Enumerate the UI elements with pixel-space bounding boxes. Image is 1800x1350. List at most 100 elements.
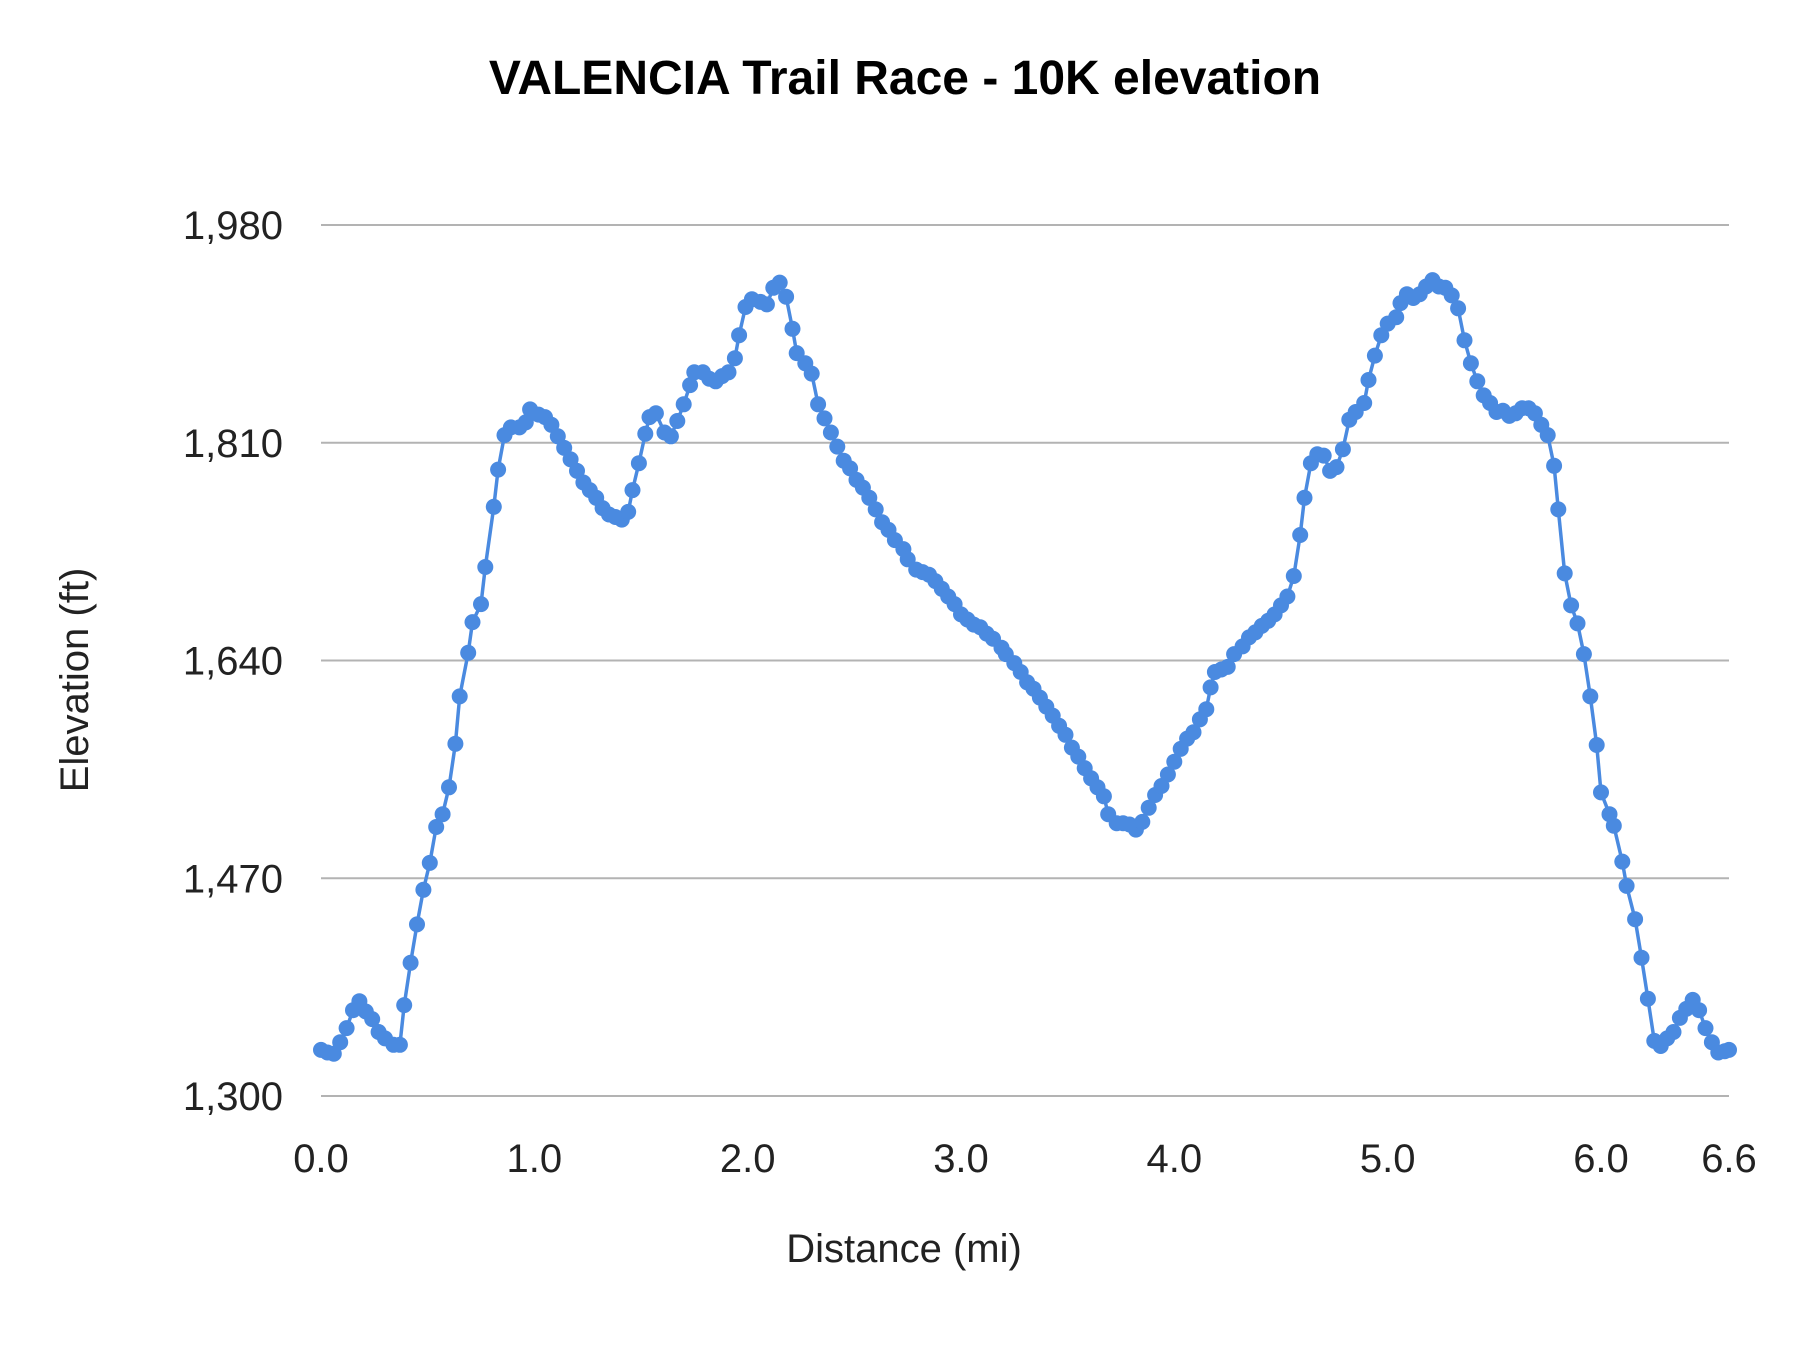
data-point bbox=[338, 1020, 355, 1037]
data-point bbox=[731, 327, 748, 344]
data-point bbox=[1563, 597, 1580, 614]
data-point bbox=[451, 688, 468, 705]
data-point bbox=[364, 1011, 381, 1028]
data-point bbox=[675, 396, 692, 413]
data-point bbox=[630, 455, 647, 472]
data-point bbox=[1605, 817, 1622, 834]
data-point bbox=[1057, 726, 1074, 743]
data-point bbox=[1292, 527, 1309, 543]
data-point bbox=[637, 425, 654, 442]
data-point bbox=[1159, 766, 1176, 783]
data-point bbox=[1328, 459, 1345, 476]
y-tick-label: 1,640 bbox=[183, 640, 283, 684]
data-point bbox=[1443, 287, 1460, 304]
data-point bbox=[822, 424, 839, 441]
data-point bbox=[1556, 565, 1573, 582]
data-point bbox=[1665, 1024, 1682, 1040]
data-point bbox=[396, 997, 413, 1014]
data-point bbox=[1639, 990, 1656, 1007]
data-point bbox=[1095, 788, 1112, 805]
data-point bbox=[1360, 372, 1377, 388]
y-tick-label: 1,810 bbox=[183, 422, 283, 466]
data-point bbox=[816, 410, 833, 427]
data-point bbox=[1366, 347, 1383, 364]
data-point bbox=[829, 438, 846, 455]
data-point bbox=[1202, 679, 1219, 696]
gridlines bbox=[321, 224, 1729, 1097]
data-point bbox=[771, 274, 788, 291]
data-point bbox=[1166, 753, 1183, 770]
data-point bbox=[1546, 457, 1563, 474]
x-tick-label: 4.0 bbox=[1147, 1137, 1203, 1181]
data-point bbox=[391, 1036, 408, 1053]
data-point bbox=[1627, 911, 1644, 928]
data-point bbox=[409, 916, 425, 933]
data-point bbox=[726, 350, 743, 367]
data-point bbox=[485, 498, 502, 515]
data-point bbox=[332, 1034, 349, 1051]
x-tick-label: 3.0 bbox=[933, 1137, 989, 1181]
data-point bbox=[477, 559, 494, 575]
y-axis-title: Elevation (ft) bbox=[53, 568, 97, 793]
data-point bbox=[441, 779, 457, 796]
x-tick-label: 6.6 bbox=[1701, 1137, 1757, 1181]
y-tick-label: 1,300 bbox=[183, 1075, 283, 1119]
data-point bbox=[1356, 395, 1373, 411]
data-point bbox=[778, 288, 795, 305]
data-point bbox=[1697, 1020, 1714, 1037]
data-point bbox=[662, 428, 679, 445]
data-point bbox=[1315, 447, 1332, 464]
data-point bbox=[1618, 877, 1635, 894]
data-point bbox=[415, 881, 432, 898]
data-point bbox=[720, 364, 737, 381]
data-point bbox=[1593, 784, 1609, 801]
data-point bbox=[434, 806, 451, 823]
data-point bbox=[784, 320, 801, 337]
data-point bbox=[1550, 501, 1567, 518]
data-point bbox=[473, 596, 489, 613]
x-tick-label: 5.0 bbox=[1360, 1137, 1416, 1181]
data-point bbox=[1185, 724, 1202, 741]
data-point bbox=[490, 461, 507, 478]
data-point bbox=[1539, 427, 1556, 444]
y-tick-labels: 1,300 1,470 1,640 1,810 1,980 bbox=[183, 204, 283, 1119]
x-tick-label: 0.0 bbox=[293, 1137, 349, 1181]
data-point bbox=[1285, 568, 1302, 584]
data-point bbox=[624, 482, 641, 499]
data-point bbox=[1575, 646, 1592, 663]
data-point bbox=[1198, 701, 1215, 718]
y-tick-label: 1,980 bbox=[183, 204, 283, 248]
data-point bbox=[1469, 373, 1486, 390]
data-point bbox=[669, 413, 686, 429]
data-point bbox=[1691, 1002, 1708, 1019]
data-point bbox=[758, 296, 775, 313]
data-point bbox=[647, 405, 664, 422]
data-point bbox=[682, 377, 699, 394]
data-point bbox=[1134, 813, 1151, 830]
x-tick-label: 1.0 bbox=[507, 1137, 563, 1181]
elevation-series bbox=[313, 272, 1737, 1062]
data-point bbox=[1388, 309, 1405, 326]
data-point bbox=[1633, 949, 1650, 966]
data-point bbox=[460, 644, 477, 661]
data-point bbox=[464, 614, 481, 631]
data-point bbox=[1279, 588, 1296, 605]
data-point bbox=[1296, 489, 1313, 506]
data-point bbox=[1462, 355, 1479, 372]
data-point bbox=[1450, 300, 1467, 317]
data-point bbox=[1569, 615, 1586, 632]
data-point bbox=[1614, 853, 1631, 870]
data-point bbox=[803, 365, 820, 382]
x-tick-label: 6.0 bbox=[1573, 1137, 1629, 1181]
chart-title: VALENCIA Trail Race - 10K elevation bbox=[489, 52, 1321, 105]
x-tick-label: 2.0 bbox=[720, 1137, 776, 1181]
data-point bbox=[517, 414, 534, 431]
data-point bbox=[867, 501, 884, 518]
x-axis-title: Distance (mi) bbox=[786, 1227, 1022, 1271]
data-point bbox=[402, 954, 419, 971]
data-point bbox=[447, 735, 464, 752]
data-point bbox=[1219, 658, 1236, 675]
data-point bbox=[620, 503, 637, 520]
data-point bbox=[1721, 1041, 1737, 1058]
